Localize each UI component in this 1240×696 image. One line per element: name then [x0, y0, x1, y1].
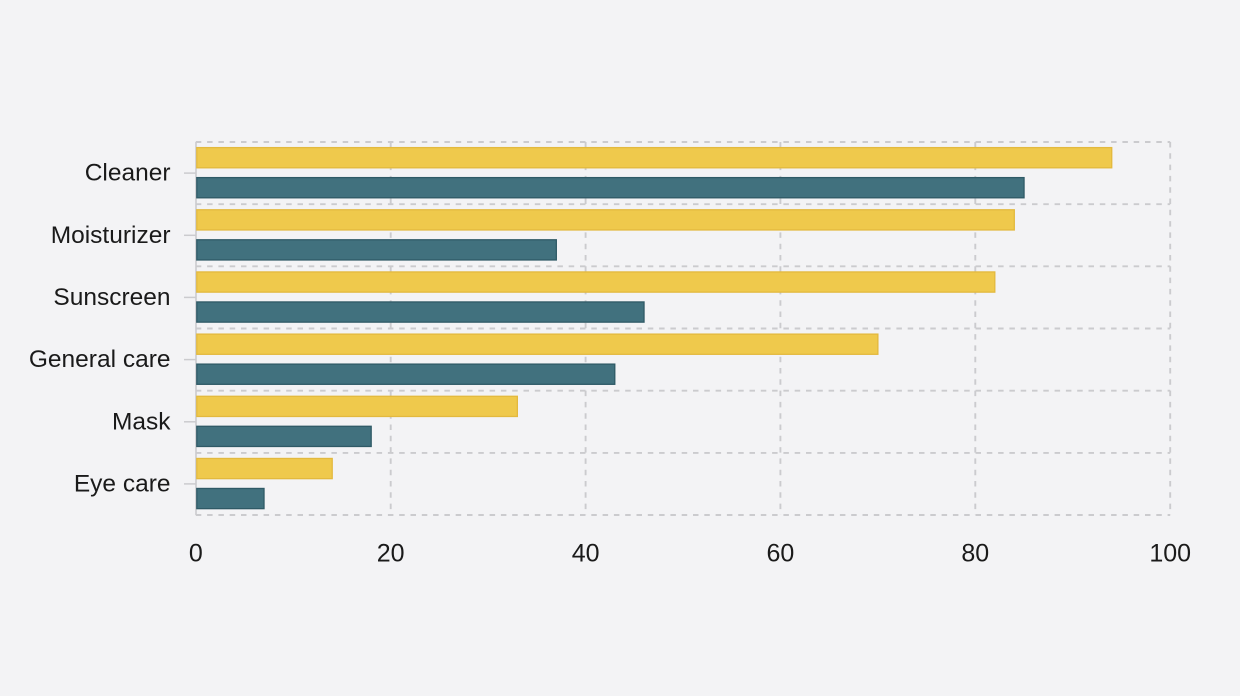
svg-text:0: 0 [189, 540, 203, 568]
svg-text:Moisturizer: Moisturizer [51, 222, 171, 249]
svg-text:General care: General care [29, 346, 171, 373]
svg-text:60: 60 [766, 540, 794, 568]
svg-text:Mask: Mask [112, 408, 171, 435]
svg-text:20: 20 [377, 540, 405, 568]
svg-text:Eye care: Eye care [74, 471, 171, 498]
svg-text:100: 100 [1149, 540, 1191, 568]
svg-text:Sunscreen: Sunscreen [53, 284, 170, 311]
svg-text:80: 80 [961, 540, 989, 568]
svg-text:Cleaner: Cleaner [85, 160, 171, 187]
svg-text:40: 40 [572, 540, 600, 568]
